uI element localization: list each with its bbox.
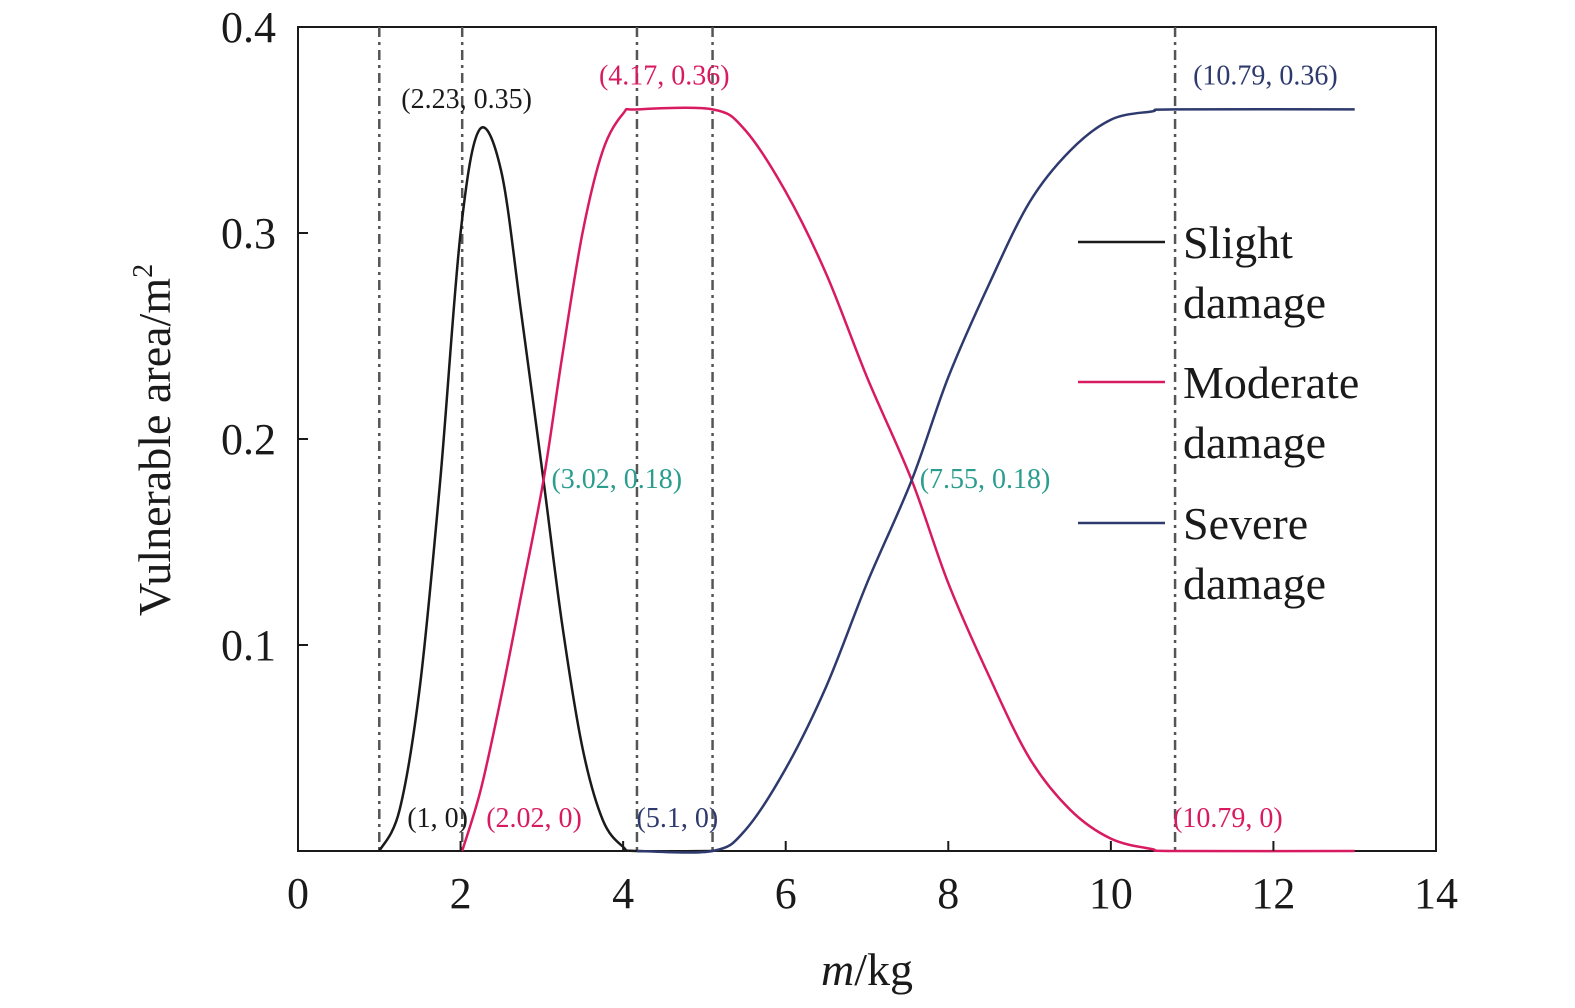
x-axis-label-variable: m [821, 944, 854, 995]
annotation-3: (3.02, 0.18) [551, 464, 682, 495]
series-line-1 [461, 106, 1355, 853]
annotation-7: (5.1, 0) [637, 803, 719, 834]
y-axis-label-superscript: 2 [128, 264, 159, 278]
annotation-2: (10.79, 0.36) [1193, 60, 1338, 91]
x-tick-label-0: 0 [287, 869, 309, 918]
legend-label-0-0: Slight [1183, 217, 1293, 268]
legend-label-1-1: damage [1183, 417, 1326, 468]
reference-lines [378, 27, 1177, 851]
y-tick-label-0: 0.1 [221, 621, 276, 670]
annotation-5: (1, 0) [407, 803, 468, 834]
x-tick-label-4: 8 [937, 869, 959, 918]
y-tick-label-1: 0.2 [221, 415, 276, 464]
legend-label-2-0: Severe [1183, 498, 1308, 549]
x-axis-label: m/kg [821, 944, 913, 995]
annotation-6: (2.02, 0) [486, 803, 582, 834]
x-tick-label-6: 12 [1251, 869, 1295, 918]
y-axis-label: Vulnerable area/m2 [128, 264, 180, 616]
y-axis-label-text: Vulnerable area/m [129, 278, 180, 616]
series-line-2 [636, 107, 1355, 854]
legend-label-2-1: damage [1183, 558, 1326, 609]
x-tick-label-7: 14 [1414, 869, 1458, 918]
annotation-1: (4.17, 0.36) [599, 60, 730, 91]
series-line-0 [378, 126, 713, 853]
x-axis-label-unit: /kg [854, 944, 913, 995]
series-group [378, 106, 1355, 854]
annotations: (2.23, 0.35) (4.17, 0.36) (10.79, 0.36) (3.… [401, 60, 1337, 834]
annotation-4: (7.55, 0.18) [920, 464, 1051, 495]
x-tick-label-2: 4 [612, 869, 634, 918]
x-tick-label-3: 6 [775, 869, 797, 918]
legend: Slight damage Moderate damage Severe damage [1078, 217, 1359, 609]
annotation-0: (2.23, 0.35) [401, 84, 532, 115]
axis-ticks: 0 2 4 6 8 10 12 14 0.1 0.2 0.3 0.4 [221, 3, 1458, 918]
legend-label-1-0: Moderate [1183, 357, 1359, 408]
x-tick-label-1: 2 [450, 869, 472, 918]
legend-label-0-1: damage [1183, 277, 1326, 328]
annotation-8: (10.79, 0) [1173, 803, 1283, 834]
x-tick-label-5: 10 [1089, 869, 1133, 918]
y-tick-label-2: 0.3 [221, 209, 276, 258]
y-tick-label-3: 0.4 [221, 3, 276, 52]
